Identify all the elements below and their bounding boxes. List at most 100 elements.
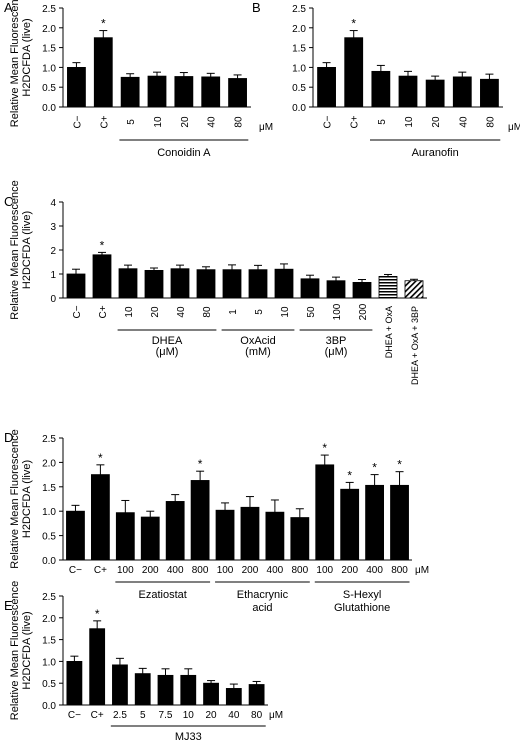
x-tick-label: 40 xyxy=(228,710,240,721)
y-axis-label: Relative Mean Fluorescence xyxy=(9,581,21,720)
significance-marker: * xyxy=(347,468,352,482)
x-tick-label: 10 xyxy=(280,306,291,318)
x-tick-label: C− xyxy=(72,305,83,318)
group-sublabel: (mM) xyxy=(245,346,271,358)
x-tick-label: 10 xyxy=(153,116,164,128)
y-tick-label: 2.5 xyxy=(292,4,306,15)
significance-marker: * xyxy=(397,458,402,472)
x-tick-label: 40 xyxy=(458,116,469,128)
x-tick-label: 800 xyxy=(391,565,408,576)
y-tick-label: 1.0 xyxy=(292,63,306,74)
group-sublabel: (μM) xyxy=(325,346,348,358)
x-tick-label: 5 xyxy=(377,119,388,125)
x-tick-label: C− xyxy=(69,565,82,576)
x-tick-label: 80 xyxy=(202,306,213,318)
y-axis-label: Relative Mean Fluorescence xyxy=(9,429,21,568)
y-tick-label: 2 xyxy=(50,246,56,257)
y-tick-label: 2.5 xyxy=(42,4,56,15)
bar xyxy=(180,674,197,706)
bar xyxy=(404,280,424,299)
y-tick-label: 1.0 xyxy=(42,63,56,74)
bar xyxy=(66,510,85,561)
bar xyxy=(66,273,86,299)
y-tick-label: 0.5 xyxy=(42,83,56,94)
x-tick-label: 5 xyxy=(140,710,146,721)
bar xyxy=(134,673,151,706)
y-tick-label: 4 xyxy=(50,198,56,209)
bar xyxy=(344,37,364,108)
bar xyxy=(315,464,335,561)
x-tick-label: C− xyxy=(72,115,83,128)
bar xyxy=(190,480,210,561)
group-label: Conoidin A xyxy=(157,147,211,159)
bar xyxy=(120,76,140,108)
bar xyxy=(352,281,372,299)
y-tick-label: 1.5 xyxy=(42,44,56,55)
x-unit-label: μM xyxy=(415,565,429,576)
x-tick-label: 10 xyxy=(183,710,195,721)
y-tick-label: 0.5 xyxy=(292,83,306,94)
bar xyxy=(290,517,310,561)
significance-marker: * xyxy=(100,238,105,252)
y-tick-label: 2.0 xyxy=(42,24,56,35)
bar xyxy=(452,76,472,108)
bar xyxy=(425,79,445,108)
x-tick-label: 400 xyxy=(366,565,383,576)
x-tick-label: 40 xyxy=(176,306,187,318)
bar xyxy=(390,484,409,561)
bar xyxy=(365,484,385,561)
bar xyxy=(480,78,499,108)
panel-letter: D xyxy=(4,430,13,445)
group-label: S-Hexyl xyxy=(343,589,382,601)
bar xyxy=(196,269,216,299)
x-tick-label: C+ xyxy=(98,305,109,318)
y-tick-label: 1.5 xyxy=(292,44,306,55)
x-tick-label: 100 xyxy=(316,565,333,576)
x-tick-label: 400 xyxy=(267,565,284,576)
y-axis-label: H2DCFDA (live) xyxy=(21,460,33,538)
bar xyxy=(118,268,138,299)
group-label: OxAcid xyxy=(240,335,275,347)
panel-letter: C xyxy=(4,194,13,209)
group-label: MJ33 xyxy=(175,731,202,743)
bar xyxy=(140,516,160,561)
bar xyxy=(371,70,391,108)
panel-b: B 0.0 0.5 1.0 1.5 2.0 2.5 * C− C+ 5 10 20 40 80 μM Auran… xyxy=(252,0,520,159)
bar xyxy=(144,269,164,299)
bar xyxy=(240,506,260,561)
bar xyxy=(203,682,219,706)
x-tick-label: 5 xyxy=(126,119,137,125)
x-tick-label: 800 xyxy=(291,565,308,576)
group-label: Auranofin xyxy=(412,147,459,159)
y-tick-label: 2.5 xyxy=(42,434,56,445)
significance-marker: * xyxy=(351,17,356,31)
x-tick-label: 100 xyxy=(332,303,343,320)
x-tick-label: C− xyxy=(68,710,81,721)
group-sublabel: (μM) xyxy=(156,346,179,358)
panel-letter: B xyxy=(252,0,261,15)
x-tick-label: 100 xyxy=(117,565,134,576)
x-tick-label: 7.5 xyxy=(159,710,173,721)
bar xyxy=(157,674,174,706)
x-tick-label: C+ xyxy=(99,115,110,128)
group-sublabel: Glutathione xyxy=(334,602,390,614)
bar xyxy=(398,75,418,108)
x-tick-label: 100 xyxy=(217,565,234,576)
bar xyxy=(112,664,128,706)
significance-marker: * xyxy=(198,457,203,471)
x-tick-label: 80 xyxy=(251,710,263,721)
y-axis-label: H2DCFDA (live) xyxy=(21,611,33,689)
group-label: Ezatiostat xyxy=(139,589,187,601)
y-tick-label: 0.5 xyxy=(42,532,56,543)
x-unit-label: μM xyxy=(508,122,520,133)
x-tick-label: 200 xyxy=(341,565,358,576)
group-sublabel: acid xyxy=(252,602,272,614)
y-tick-label: 1.5 xyxy=(42,483,56,494)
bar xyxy=(174,76,194,108)
bar xyxy=(326,280,346,299)
y-tick-label: 2.0 xyxy=(42,458,56,469)
bar xyxy=(165,501,185,561)
group-label: Ethacrynic xyxy=(237,589,289,601)
